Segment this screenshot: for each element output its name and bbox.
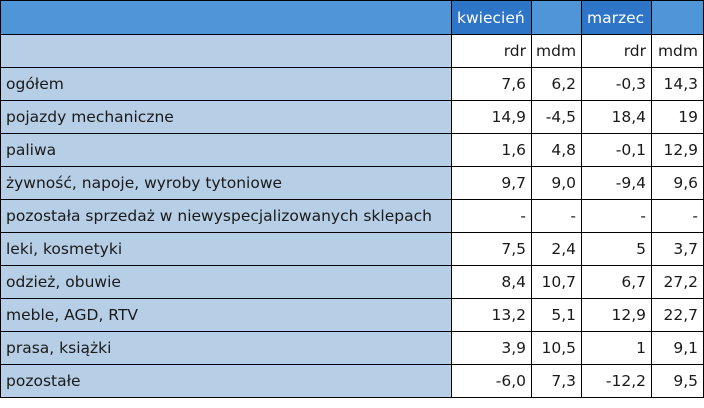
row-label: prasa, książki [0, 331, 452, 365]
subheader-april-rdr: rdr [451, 34, 532, 68]
row-label: meble, AGD, RTV [0, 298, 452, 332]
value-april-rdr: 8,4 [451, 265, 532, 299]
row-label: żywność, napoje, wyroby tytoniowe [0, 166, 452, 200]
value-march-mdm: 9,6 [651, 166, 704, 200]
value-april-rdr: 1,6 [451, 133, 532, 167]
value-march-mdm: 22,7 [651, 298, 704, 332]
value-april-mdm: - [531, 199, 582, 233]
sales-table: kwiecień marzec rdr mdm rdr mdm ogółem 7,… [0, 0, 704, 398]
header-row-months: kwiecień marzec [0, 0, 704, 35]
value-march-mdm: - [651, 199, 704, 233]
table-row: żywność, napoje, wyroby tytoniowe 9,7 9,0-… [0, 166, 704, 200]
value-march-rdr: 6,7 [581, 265, 652, 299]
value-april-rdr: 13,2 [451, 298, 532, 332]
row-label: paliwa [0, 133, 452, 167]
row-label: leki, kosmetyki [0, 232, 452, 266]
value-april-rdr: - [451, 199, 532, 233]
table-row: pozostała sprzedaż w niewyspecjalizowany… [0, 199, 704, 233]
table-row: paliwa 1,6 4,8 -0,1 12,9 [0, 133, 704, 167]
value-april-mdm: -4,5 [531, 100, 582, 134]
subheader-march-rdr: rdr [581, 34, 652, 68]
month-header-march-filler [651, 0, 704, 35]
value-april-mdm: 7,3 [531, 364, 582, 398]
subheader-march-mdm: mdm [651, 34, 704, 68]
value-april-rdr: 14,9 [451, 100, 532, 134]
value-april-mdm: 9,0 [531, 166, 582, 200]
value-april-mdm: 2,4 [531, 232, 582, 266]
value-march-rdr: 18,4 [581, 100, 652, 134]
value-march-rdr: -0,1 [581, 133, 652, 167]
month-header-april: kwiecień [451, 0, 532, 35]
table-body: ogółem 7,6 6,2 -0,3 14,3 pojazdy mechaniczne 1… [0, 67, 704, 398]
value-march-mdm: 9,1 [651, 331, 704, 365]
value-april-rdr: 7,5 [451, 232, 532, 266]
table-row: prasa, książki 3,9 10,5 1 9,1 [0, 331, 704, 365]
table-row: odzież, obuwie 8,4 10,7 6,7 27,2 [0, 265, 704, 299]
value-march-rdr: 1 [581, 331, 652, 365]
value-march-rdr: - [581, 199, 652, 233]
value-april-rdr: -6,0 [451, 364, 532, 398]
value-march-rdr: -9,4 [581, 166, 652, 200]
value-april-rdr: 3,9 [451, 331, 532, 365]
table-row: ogółem 7,6 6,2 -0,3 14,3 [0, 67, 704, 101]
value-march-rdr: 5 [581, 232, 652, 266]
subheader-april-mdm: mdm [531, 34, 582, 68]
table-row: meble, AGD, RTV 13,2 5,1 12,9 22,7 [0, 298, 704, 332]
table-row: pojazdy mechaniczne 14,9 -4,5 18,4 19 [0, 100, 704, 134]
table-row: pozostałe -6,0 7,3 -12,2 9,5 [0, 364, 704, 398]
header-row-measures: rdr mdm rdr mdm [0, 34, 704, 68]
value-march-mdm: 14,3 [651, 67, 704, 101]
header-label-cell [0, 34, 452, 68]
value-april-rdr: 9,7 [451, 166, 532, 200]
table-row: leki, kosmetyki 7,5 2,4 5 3,7 [0, 232, 704, 266]
row-label: pojazdy mechaniczne [0, 100, 452, 134]
value-april-mdm: 10,7 [531, 265, 582, 299]
value-march-mdm: 9,5 [651, 364, 704, 398]
value-march-rdr: -12,2 [581, 364, 652, 398]
header-corner-cell [0, 0, 452, 35]
value-april-rdr: 7,6 [451, 67, 532, 101]
value-march-mdm: 19 [651, 100, 704, 134]
value-march-rdr: 12,9 [581, 298, 652, 332]
value-march-mdm: 27,2 [651, 265, 704, 299]
value-march-rdr: -0,3 [581, 67, 652, 101]
value-april-mdm: 5,1 [531, 298, 582, 332]
value-april-mdm: 4,8 [531, 133, 582, 167]
row-label: pozostałe [0, 364, 452, 398]
row-label: ogółem [0, 67, 452, 101]
value-march-mdm: 3,7 [651, 232, 704, 266]
month-header-march: marzec [581, 0, 652, 35]
row-label: odzież, obuwie [0, 265, 452, 299]
value-april-mdm: 6,2 [531, 67, 582, 101]
row-label: pozostała sprzedaż w niewyspecjalizowany… [0, 199, 452, 233]
value-march-mdm: 12,9 [651, 133, 704, 167]
month-header-april-filler [531, 0, 582, 35]
value-april-mdm: 10,5 [531, 331, 582, 365]
